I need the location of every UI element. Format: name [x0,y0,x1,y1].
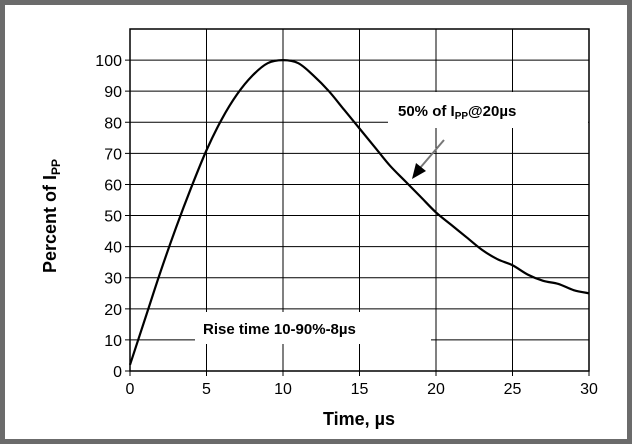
x-tick-label: 10 [274,381,292,398]
tick-labels: 0 5 10 15 20 25 30 0 10 20 30 40 50 60 70 80 90 100 [95,53,598,398]
x-tick-label: 0 [126,381,135,398]
rise-annotation: Rise time 10-90%-8µs [203,321,356,338]
y-tick-label: 20 [104,302,122,319]
y-tick-label: 70 [104,146,122,163]
x-tick-label: 25 [504,381,522,398]
y-tick-label: 10 [104,333,122,350]
peak-annotation-box [388,92,588,128]
y-tick-label: 50 [104,209,122,226]
x-tick-label: 15 [351,381,369,398]
y-axis-label: Percent of IPP [40,159,63,273]
x-axis-label: Time, µs [323,409,395,429]
y-tick-label: 0 [113,364,122,381]
y-tick-label: 40 [104,240,122,257]
x-tick-label: 30 [580,381,598,398]
x-tick-label: 20 [427,381,445,398]
x-tick-label: 5 [202,381,211,398]
y-tick-label: 80 [104,115,122,132]
rise-annotation-box [195,312,431,344]
y-tick-label: 90 [104,84,122,101]
annotation-arrow-line [419,139,445,169]
data-line [128,58,590,366]
y-tick-label: 60 [104,177,122,194]
peak-annotation: 50% of IPP@20µs [398,103,516,122]
y-tick-label: 30 [104,271,122,288]
y-tick-label: 100 [95,53,122,70]
annotation-arrowhead [412,163,426,179]
